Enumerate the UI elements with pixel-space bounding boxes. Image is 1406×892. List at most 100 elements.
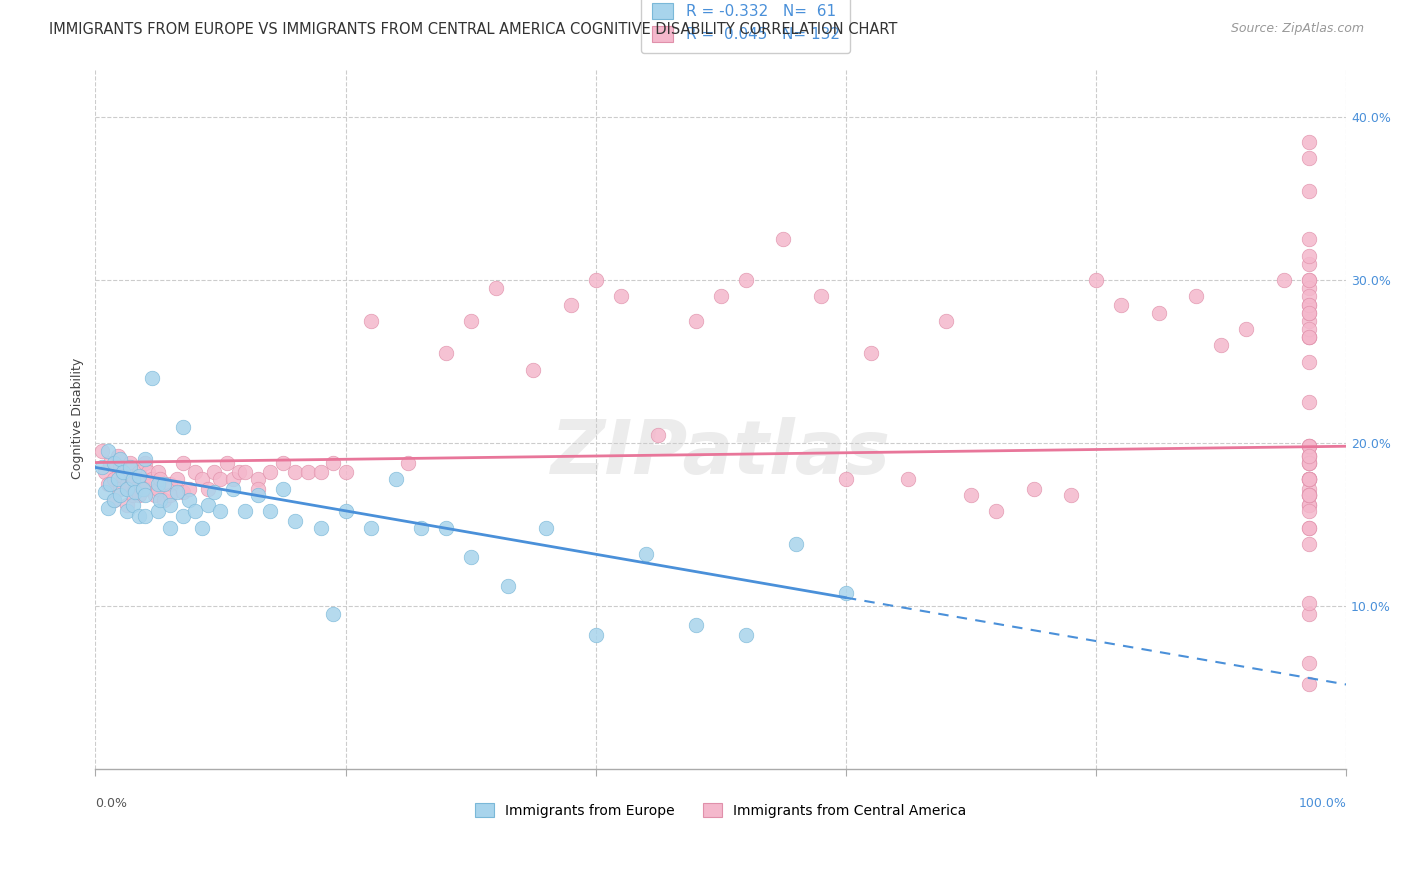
Point [222, 472, 245, 486]
Point [124, 484, 146, 499]
Point [1298, 322, 1320, 336]
Point [1298, 456, 1320, 470]
Point [810, 289, 832, 303]
Point [172, 509, 194, 524]
Point [322, 607, 344, 621]
Point [120, 456, 142, 470]
Point [246, 472, 269, 486]
Point [1298, 249, 1320, 263]
Point [1298, 488, 1320, 502]
Point [1298, 488, 1320, 502]
Point [159, 476, 181, 491]
Point [734, 628, 756, 642]
Point [134, 509, 156, 524]
Point [1298, 472, 1320, 486]
Point [159, 488, 181, 502]
Point [146, 504, 169, 518]
Point [98, 456, 121, 470]
Point [335, 465, 357, 479]
Point [115, 482, 138, 496]
Point [128, 509, 150, 524]
Point [134, 452, 156, 467]
Point [1234, 322, 1257, 336]
Point [1298, 482, 1320, 496]
Point [103, 493, 125, 508]
Point [107, 472, 129, 486]
Point [460, 314, 482, 328]
Point [284, 514, 307, 528]
Point [1298, 607, 1320, 621]
Point [360, 314, 382, 328]
Point [1298, 439, 1320, 453]
Text: IMMIGRANTS FROM EUROPE VS IMMIGRANTS FROM CENTRAL AMERICA COGNITIVE DISABILITY C: IMMIGRANTS FROM EUROPE VS IMMIGRANTS FRO… [49, 22, 897, 37]
Point [1298, 289, 1320, 303]
Point [159, 498, 181, 512]
Point [98, 476, 121, 491]
Point [1298, 595, 1320, 609]
Point [785, 537, 807, 551]
Point [202, 465, 225, 479]
Point [1298, 504, 1320, 518]
Point [166, 472, 188, 486]
Point [1211, 338, 1233, 352]
Point [141, 371, 163, 385]
Point [179, 493, 201, 508]
Point [284, 465, 307, 479]
Point [1298, 449, 1320, 463]
Point [179, 482, 201, 496]
Point [197, 482, 219, 496]
Point [585, 273, 607, 287]
Point [134, 488, 156, 502]
Point [146, 482, 169, 496]
Point [609, 289, 631, 303]
Point [685, 618, 707, 632]
Point [960, 488, 983, 502]
Point [115, 498, 138, 512]
Point [166, 484, 188, 499]
Point [122, 472, 145, 486]
Point [1298, 498, 1320, 512]
Point [132, 472, 155, 486]
Point [1298, 314, 1320, 328]
Point [134, 482, 156, 496]
Point [172, 419, 194, 434]
Point [159, 521, 181, 535]
Point [110, 488, 132, 502]
Point [1298, 488, 1320, 502]
Point [146, 465, 169, 479]
Point [1298, 306, 1320, 320]
Point [107, 449, 129, 463]
Point [409, 521, 432, 535]
Point [190, 472, 212, 486]
Point [153, 493, 176, 508]
Point [149, 493, 172, 508]
Point [1298, 472, 1320, 486]
Point [97, 501, 120, 516]
Point [271, 482, 294, 496]
Point [1298, 449, 1320, 463]
Point [271, 456, 294, 470]
Point [124, 482, 146, 496]
Point [259, 465, 281, 479]
Point [1298, 488, 1320, 502]
Point [384, 472, 406, 486]
Point [259, 504, 281, 518]
Point [1298, 273, 1320, 287]
Point [534, 521, 557, 535]
Point [146, 476, 169, 491]
Point [1298, 297, 1320, 311]
Point [235, 504, 257, 518]
Point [396, 456, 419, 470]
Text: Source: ZipAtlas.com: Source: ZipAtlas.com [1230, 22, 1364, 36]
Point [1298, 395, 1320, 409]
Point [772, 232, 794, 246]
Point [110, 452, 132, 467]
Point [1298, 439, 1320, 453]
Point [122, 488, 145, 502]
Point [1298, 297, 1320, 311]
Point [309, 465, 332, 479]
Point [90, 444, 112, 458]
Point [90, 460, 112, 475]
Legend: Immigrants from Europe, Immigrants from Central America: Immigrants from Europe, Immigrants from … [468, 796, 973, 825]
Point [103, 493, 125, 508]
